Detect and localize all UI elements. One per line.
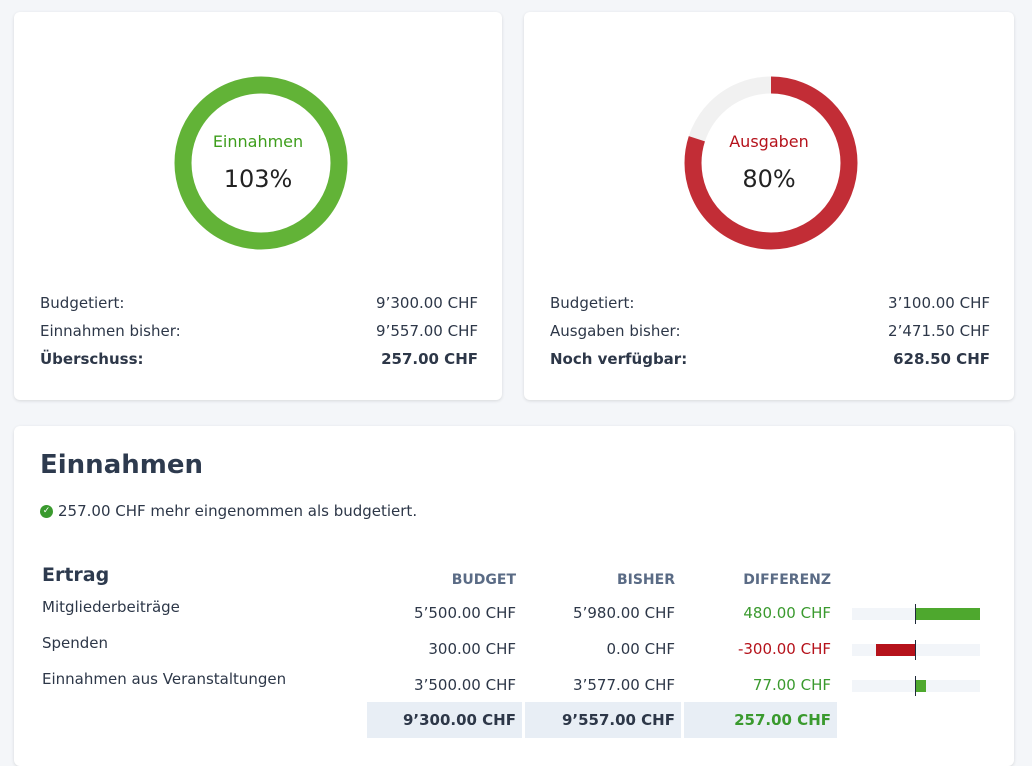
zero-axis-line: [915, 676, 916, 696]
column-header-differenz: DIFFERENZ: [743, 572, 831, 588]
zero-axis-line: [915, 640, 916, 660]
total-bisher: 9’557.00 CHF: [525, 702, 681, 738]
donut-progress: [174, 76, 348, 250]
total-budget: 9’300.00 CHF: [367, 702, 522, 738]
difference-bar: [916, 680, 927, 692]
row-budget: 5’500.00 CHF: [414, 604, 516, 622]
row-value: 9’300.00 CHF: [376, 294, 478, 312]
row-label: Einnahmen bisher:: [40, 322, 181, 340]
status-message: ✓ 257.00 CHF mehr eingenommen als budgeti…: [40, 502, 417, 520]
donut-percent: 103%: [223, 165, 293, 193]
row-name: Mitgliederbeiträge: [42, 598, 180, 616]
row-name: Spenden: [42, 634, 109, 652]
row-value: 628.50 CHF: [893, 350, 990, 368]
status-text: 257.00 CHF mehr eingenommen als budgetie…: [58, 502, 418, 520]
summary-row: Überschuss: 257.00 CHF: [40, 350, 478, 368]
difference-bar: [916, 608, 980, 620]
donut-label: Einnahmen: [212, 132, 304, 151]
zero-axis-line: [915, 604, 916, 624]
income-detail-card: Einnahmen ✓ 257.00 CHF mehr eingenommen a…: [14, 426, 1014, 766]
row-label: Ausgaben bisher:: [550, 322, 681, 340]
income-donut-chart: [174, 76, 348, 250]
row-bisher: 0.00 CHF: [606, 640, 675, 658]
total-differenz: 257.00 CHF: [684, 702, 837, 738]
row-label: Noch verfügbar:: [550, 350, 688, 368]
row-differenz: 77.00 CHF: [752, 676, 831, 694]
row-value: 2’471.50 CHF: [888, 322, 990, 340]
group-title: Ertrag: [42, 564, 110, 586]
check-circle-icon: ✓: [40, 504, 53, 518]
row-label: Überschuss:: [40, 350, 144, 368]
row-differenz: -300.00 CHF: [737, 640, 831, 658]
summary-row: Ausgaben bisher: 2’471.50 CHF: [550, 322, 990, 340]
summary-row: Noch verfügbar: 628.50 CHF: [550, 350, 990, 368]
row-value: 3’100.00 CHF: [888, 294, 990, 312]
donut-progress: [684, 76, 858, 250]
row-bisher: 3’577.00 CHF: [573, 676, 675, 694]
difference-bar: [876, 644, 916, 656]
row-name: Einnahmen aus Veranstaltungen: [42, 670, 287, 688]
difference-bar-track: [852, 640, 980, 660]
section-title: Einnahmen: [40, 450, 203, 480]
row-value: 257.00 CHF: [381, 350, 478, 368]
row-differenz: 480.00 CHF: [743, 604, 831, 622]
row-value: 9’557.00 CHF: [376, 322, 478, 340]
donut-percent: 80%: [742, 165, 796, 193]
row-label: Budgetiert:: [40, 294, 125, 312]
row-budget: 300.00 CHF: [428, 640, 516, 658]
row-bisher: 5’980.00 CHF: [573, 604, 675, 622]
summary-row: Budgetiert: 9’300.00 CHF: [40, 294, 478, 312]
expense-donut-chart: [684, 76, 858, 250]
row-budget: 3’500.00 CHF: [414, 676, 516, 694]
summary-row: Budgetiert: 3’100.00 CHF: [550, 294, 990, 312]
column-header-bisher: BISHER: [616, 572, 675, 588]
summary-row: Einnahmen bisher: 9’557.00 CHF: [40, 322, 478, 340]
expense-summary-card: Ausgaben 80% Budgetiert: 3’100.00 CHF Aus…: [524, 12, 1014, 400]
income-summary-card: Einnahmen 103% Budgetiert: 9’300.00 CHF E…: [14, 12, 502, 400]
donut-label: Ausgaben: [729, 132, 809, 151]
column-header-budget: BUDGET: [451, 572, 516, 588]
row-label: Budgetiert:: [550, 294, 635, 312]
difference-bar-track: [852, 676, 980, 696]
difference-bar-track: [852, 604, 980, 624]
